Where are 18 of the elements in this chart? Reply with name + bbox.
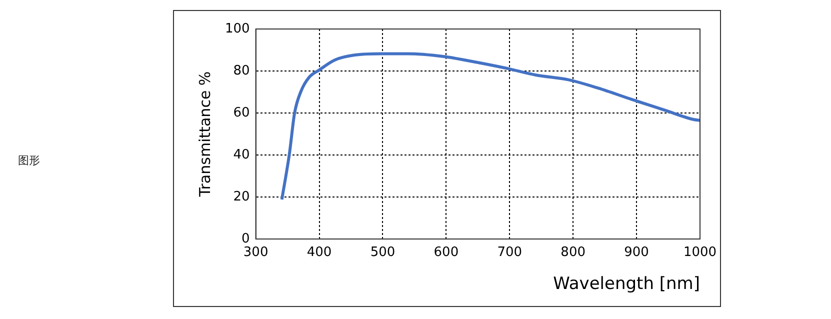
x-tick-label: 800 — [560, 245, 586, 260]
y-tick-label: 100 — [224, 21, 250, 36]
y-tick-label: 20 — [233, 189, 250, 204]
text: 图形 — [18, 153, 40, 168]
y-axis-title: Transmittance % — [196, 71, 214, 198]
x-tick-label: 500 — [370, 245, 396, 260]
y-tick-label: 0 — [242, 231, 250, 246]
x-tick-label: 300 — [243, 245, 268, 260]
y-tick-label: 60 — [233, 105, 250, 120]
x-tick-label: 700 — [497, 245, 522, 260]
x-axis-title: Wavelength [nm] — [553, 274, 700, 294]
x-tick-label: 1000 — [683, 245, 717, 260]
y-tick-label: 80 — [233, 63, 250, 78]
x-tick-label: 600 — [434, 245, 459, 260]
x-tick-label: 400 — [306, 245, 332, 260]
y-tick-label: 40 — [233, 147, 250, 162]
x-tick-label: 900 — [624, 245, 649, 260]
line-series — [280, 52, 700, 202]
